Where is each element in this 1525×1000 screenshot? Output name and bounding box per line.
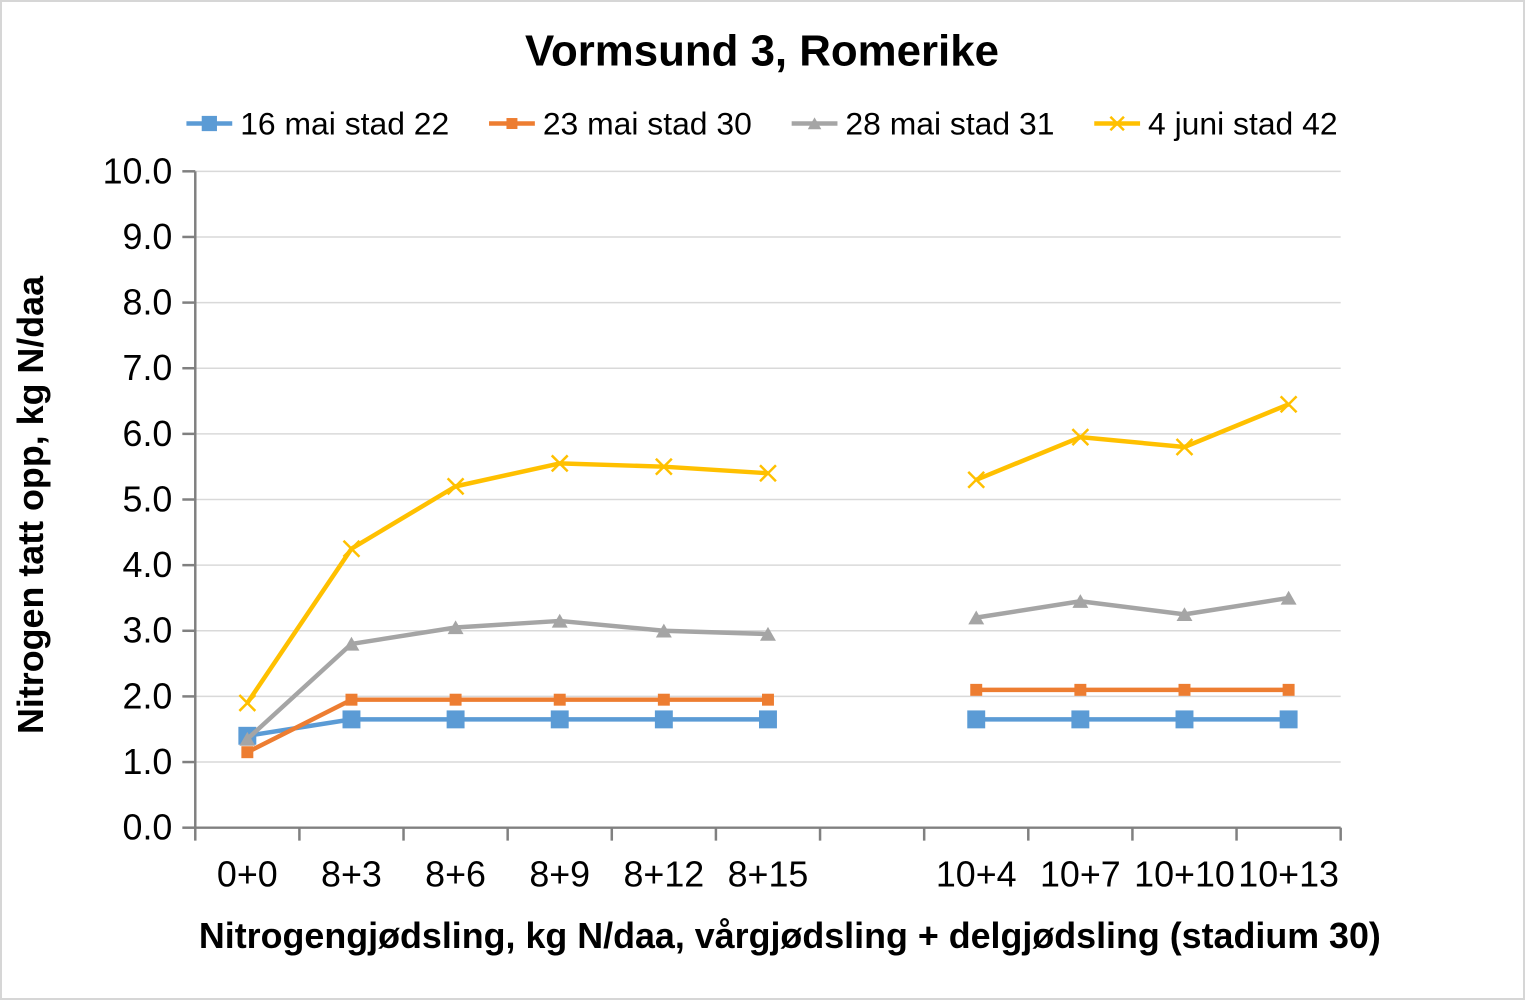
- data-point-marker: [762, 693, 774, 706]
- series-line: [975, 402, 1290, 482]
- y-tick-label: 1.0: [123, 742, 173, 782]
- data-point-marker: [239, 731, 256, 746]
- data-point-marker: [1279, 395, 1298, 414]
- data-point-marker: [342, 710, 361, 729]
- legend-item: 28 mai stad 31: [791, 105, 1054, 141]
- data-point-marker: [550, 710, 569, 729]
- data-point-marker: [1109, 115, 1125, 132]
- y-tick-label: 2.0: [123, 676, 173, 716]
- y-tick-label: 7.0: [123, 348, 173, 388]
- data-point-marker: [201, 115, 217, 132]
- legend-label: 23 mai stad 30: [543, 105, 752, 141]
- data-point-marker: [1279, 710, 1298, 729]
- legend-item: 4 juni stad 42: [1094, 105, 1338, 141]
- x-tick-label: 8+6: [425, 854, 486, 894]
- data-point-marker: [1282, 683, 1295, 696]
- y-tick-label: 8.0: [123, 283, 173, 323]
- data-point-marker: [1071, 710, 1090, 729]
- x-tick-label: 10+7: [1040, 854, 1121, 894]
- data-point-marker: [238, 694, 257, 712]
- data-point-marker: [1175, 710, 1194, 729]
- x-tick-label: 8+12: [623, 854, 704, 894]
- series-16-mai-stad-22: [238, 710, 1298, 745]
- y-axis-title: Nitrogen tatt opp, kg N/daa: [11, 275, 51, 734]
- legend: 16 mai stad 22 23 mai stad 30 28 mai stad …: [186, 105, 1338, 141]
- data-point-marker: [1280, 590, 1297, 605]
- data-point-marker: [655, 457, 673, 476]
- x-tick-label: 10+13: [1238, 854, 1339, 894]
- data-point-marker: [967, 470, 986, 489]
- x-tick-label: 0+0: [217, 854, 278, 894]
- series-23-mai-stad-30: [241, 683, 1295, 759]
- y-tick-label: 6.0: [123, 414, 173, 454]
- data-point-marker: [1074, 683, 1087, 696]
- x-tick-label: 8+15: [728, 854, 809, 894]
- data-point-marker: [506, 118, 518, 129]
- data-point-marker: [967, 710, 986, 729]
- data-point-marker: [446, 477, 465, 496]
- data-point-marker: [807, 117, 822, 130]
- data-point-marker: [343, 636, 360, 651]
- y-tick-label: 3.0: [123, 611, 173, 651]
- data-point-marker: [657, 693, 670, 706]
- series-line: [975, 595, 1289, 620]
- chart-title: Vormsund 3, Romerike: [525, 27, 999, 76]
- data-point-marker: [342, 539, 361, 558]
- series-line: [246, 697, 768, 755]
- y-tick-label: 5.0: [123, 479, 173, 519]
- series-4-juni-stad-42: [238, 395, 1298, 712]
- x-axis-title: Nitrogengjødsling, kg N/daa, vårgjødslin…: [199, 916, 1381, 956]
- data-point-marker: [1176, 607, 1193, 622]
- legend-label: 16 mai stad 22: [240, 105, 449, 141]
- series-28-mai-stad-31: [239, 590, 1297, 746]
- x-tick-label: 10+10: [1134, 854, 1235, 894]
- data-point-marker: [241, 746, 254, 759]
- data-point-marker: [551, 613, 568, 628]
- data-point-marker: [447, 620, 464, 635]
- y-tick-label: 9.0: [123, 217, 173, 257]
- y-tick-label: 10.0: [103, 151, 173, 191]
- legend-item: 23 mai stad 30: [489, 105, 752, 141]
- data-point-marker: [760, 626, 776, 641]
- data-point-marker: [449, 693, 462, 706]
- data-point-marker: [655, 623, 672, 638]
- series-line: [246, 717, 768, 739]
- axes: [182, 170, 1342, 841]
- legend-label: 4 juni stad 42: [1148, 105, 1338, 141]
- data-point-marker: [970, 683, 983, 696]
- gridlines: [195, 170, 1341, 763]
- data-point-marker: [553, 693, 566, 706]
- y-axis-tick-labels: 0.0 1.0 2.0 3.0 4.0 5.0 6.0 7.0 8.0 9.0 10.0: [103, 151, 173, 847]
- data-point-marker: [345, 693, 358, 706]
- x-tick-label: 8+9: [529, 854, 590, 894]
- series-line: [245, 618, 769, 741]
- y-tick-label: 0.0: [123, 808, 173, 848]
- data-point-marker: [1072, 594, 1089, 608]
- data-point-marker: [654, 710, 673, 729]
- data-point-marker: [759, 464, 777, 483]
- x-tick-label: 10+4: [936, 854, 1017, 894]
- data-point-marker: [759, 710, 777, 729]
- y-tick-label: 4.0: [123, 545, 173, 585]
- x-axis-tick-labels: 0+0 8+3 8+6 8+9 8+12 8+15 10+4 10+7 10+10 10+13: [217, 854, 1339, 894]
- legend-item: 16 mai stad 22: [186, 105, 449, 141]
- data-point-marker: [550, 454, 569, 473]
- data-point-marker: [1175, 438, 1194, 456]
- data-point-marker: [1071, 428, 1090, 446]
- series-group: [238, 395, 1298, 759]
- x-tick-label: 8+3: [321, 854, 382, 894]
- legend-label: 28 mai stad 31: [845, 105, 1054, 141]
- data-point-marker: [968, 610, 985, 625]
- data-point-marker: [446, 710, 465, 729]
- data-point-marker: [1178, 683, 1191, 696]
- series-line: [245, 461, 769, 705]
